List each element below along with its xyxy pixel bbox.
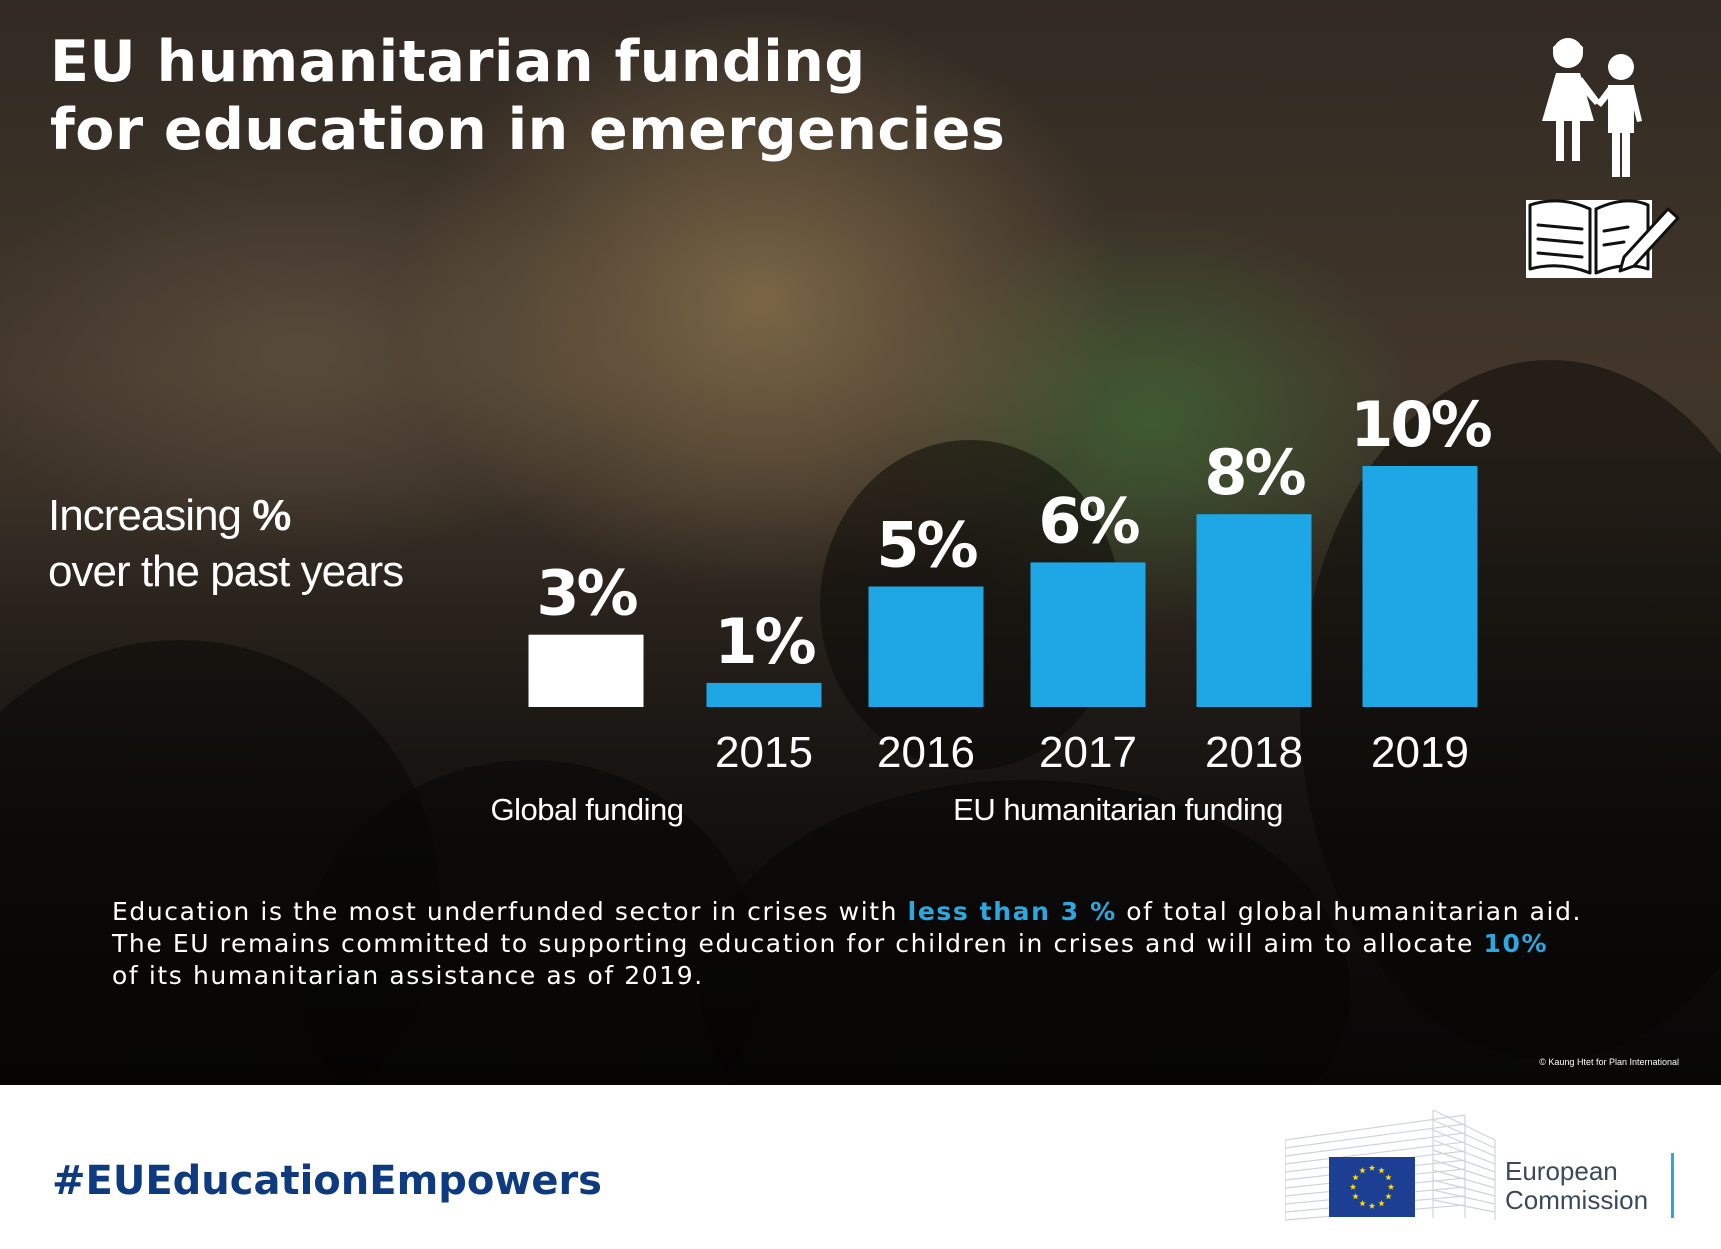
bar-2019 [1362,466,1478,707]
ec-logo-text: European Commission [1505,1157,1648,1215]
chart-subtitle: Increasing % over the past years [48,488,404,600]
description-line-1: Education is the most underfunded sector… [112,896,1672,928]
description-line-3: of its humanitarian assistance as of 201… [112,961,704,990]
value-label-2016: 5% [876,509,977,582]
year-label-2019: 2019 [1371,728,1469,777]
eu-star-icon [1352,1174,1359,1181]
funding-bar-chart: 3% Global funding 1% 2015 5% 2016 6% 2017 8% 2018… [491,388,1491,827]
group-label-0: Global funding [491,792,684,827]
description-text: Education is the most underfunded sector… [112,896,1672,992]
description-line-2: The EU remains committed to supporting e… [112,928,1672,960]
eu-star-icon [1385,1174,1392,1181]
description-highlight-1: less than 3 % [907,897,1117,926]
subtitle-line-2: over the past years [48,547,404,596]
ec-logo-line-1: European [1505,1156,1618,1186]
value-label-2015: 1% [714,605,815,678]
group-label-1: EU humanitarian funding [953,792,1283,827]
eu-star-icon [1378,1200,1385,1207]
eu-star-icon [1368,1202,1376,1209]
eu-star-icon [1378,1167,1385,1174]
photo-credit: © Kaung Htet for Plan International [1539,1057,1679,1067]
icon-group [1526,38,1680,278]
eu-star-icon [1387,1183,1395,1190]
bar-2018 [1196,514,1312,707]
eu-star-icon [1359,1200,1366,1207]
year-label-2015: 2015 [715,728,813,777]
value-label-2017: 6% [1038,484,1139,557]
bar-global [528,634,644,707]
subtitle-line-1: Increasing % [48,488,403,544]
ec-logo-accent-bar [1671,1153,1674,1218]
children-icon [1542,38,1642,177]
eu-star-icon [1385,1193,1392,1200]
background-photo [0,0,1721,1085]
eu-star-icon [1352,1193,1359,1200]
ec-logo-line-2: Commission [1505,1185,1649,1215]
eu-star-icon [1359,1167,1366,1174]
page-title: EU humanitarian funding for education in… [50,28,1005,164]
hashtag: #EUEducationEmpowers [52,1158,602,1204]
bar-2015 [706,682,822,707]
eu-flag-icon [1329,1157,1415,1217]
title-line-1: EU humanitarian funding [50,29,866,95]
title-line-2: for education in emergencies [50,97,1006,163]
subtitle-line-1-text: Increasing [48,491,253,540]
value-label-global: 3% [536,557,637,630]
open-book-pencil-icon [1526,199,1680,278]
year-label-2016: 2016 [877,728,975,777]
description-highlight-2: 10% [1483,929,1549,958]
eu-star-icon [1368,1164,1376,1171]
bar-2016 [868,586,984,707]
year-label-2017: 2017 [1039,728,1137,777]
value-label-2018: 8% [1204,436,1305,509]
value-label-2019: 10% [1350,388,1491,461]
subtitle-line-1-bold: % [252,491,291,540]
description-line-1-b: of total global humanitarian aid. [1116,897,1583,926]
description-line-2-a: The EU remains committed to supporting e… [112,929,1484,958]
bar-2017 [1030,562,1146,707]
eu-star-icon [1349,1183,1357,1190]
year-label-2018: 2018 [1205,728,1303,777]
description-line-1-a: Education is the most underfunded sector… [112,897,908,926]
building-icon [1285,1110,1496,1221]
european-commission-logo [1285,1110,1496,1221]
